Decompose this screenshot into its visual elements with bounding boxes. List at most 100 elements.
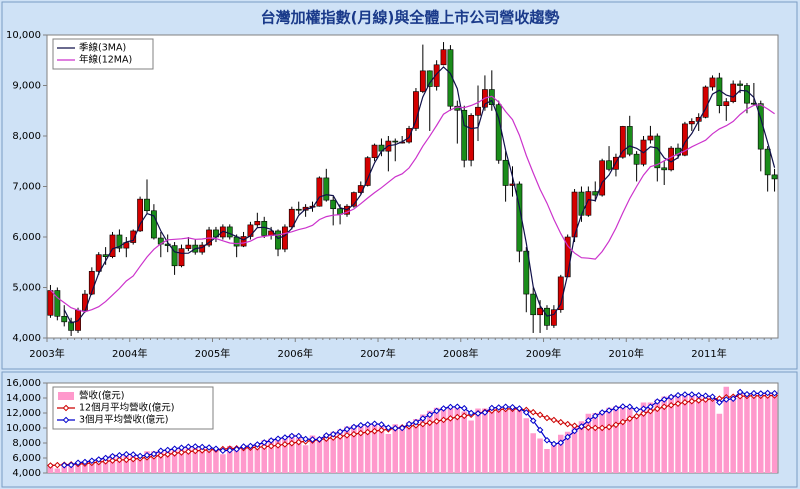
line-marker bbox=[295, 432, 303, 440]
candle-body bbox=[619, 126, 626, 158]
line-marker bbox=[309, 436, 316, 443]
line-marker bbox=[260, 439, 268, 446]
line-marker bbox=[557, 418, 565, 426]
bar bbox=[130, 455, 136, 473]
line-marker bbox=[102, 458, 109, 465]
bar bbox=[620, 405, 626, 473]
line-marker bbox=[626, 403, 634, 411]
candle-body bbox=[392, 140, 399, 143]
candle-body bbox=[723, 101, 730, 107]
candle-body bbox=[364, 157, 371, 186]
bar bbox=[54, 468, 61, 473]
y-tick-label: 8,000 bbox=[12, 131, 41, 142]
bar bbox=[240, 446, 247, 473]
line-marker bbox=[357, 429, 365, 437]
bar bbox=[675, 394, 681, 473]
line-marker bbox=[295, 438, 303, 446]
line-marker bbox=[129, 451, 137, 458]
candle-body bbox=[281, 226, 288, 250]
bar bbox=[682, 394, 688, 473]
candle-body bbox=[764, 148, 771, 176]
candle-body bbox=[433, 64, 440, 87]
line-marker bbox=[585, 424, 592, 431]
legend-label: 12個月平均營收(億元) bbox=[79, 402, 175, 414]
bar bbox=[447, 406, 454, 473]
bar bbox=[116, 455, 123, 473]
bar bbox=[102, 456, 109, 473]
x-tick-label: 2006年 bbox=[278, 347, 313, 360]
line-marker bbox=[343, 432, 351, 439]
candle-body bbox=[61, 315, 68, 323]
bar bbox=[171, 447, 178, 473]
line-marker bbox=[591, 412, 599, 420]
line-marker bbox=[405, 420, 413, 428]
y-tick-label: 6,000 bbox=[12, 453, 41, 464]
line-marker bbox=[654, 405, 661, 413]
candle-body bbox=[88, 271, 95, 295]
candle-body bbox=[771, 174, 778, 180]
candle-body bbox=[130, 230, 137, 243]
line-marker bbox=[198, 447, 206, 454]
line-marker bbox=[743, 390, 751, 398]
bar bbox=[378, 426, 385, 473]
line-marker bbox=[447, 415, 454, 422]
legend-marker bbox=[62, 416, 70, 424]
line-marker bbox=[467, 409, 475, 417]
line-marker bbox=[178, 444, 185, 452]
line-marker bbox=[495, 404, 503, 411]
line-marker bbox=[598, 409, 606, 416]
bar bbox=[226, 446, 233, 473]
bar bbox=[89, 459, 95, 473]
bar bbox=[392, 424, 399, 473]
y-tick-label: 4,000 bbox=[12, 333, 41, 344]
candle-body bbox=[419, 70, 426, 92]
line-marker bbox=[702, 392, 709, 400]
bar bbox=[158, 449, 164, 473]
line-marker bbox=[419, 415, 427, 422]
bar bbox=[247, 444, 254, 473]
line-marker bbox=[474, 410, 482, 417]
candle-body bbox=[254, 221, 261, 226]
line-marker bbox=[157, 447, 165, 455]
bar bbox=[716, 413, 723, 473]
bar bbox=[213, 450, 219, 473]
bar bbox=[495, 407, 502, 473]
line-marker bbox=[591, 424, 599, 432]
candle-body bbox=[544, 307, 550, 326]
bar bbox=[254, 443, 261, 473]
line-marker bbox=[254, 441, 261, 448]
line-marker bbox=[695, 397, 703, 404]
line-marker bbox=[426, 419, 434, 427]
candle-body bbox=[288, 208, 295, 228]
candle-body bbox=[95, 254, 102, 272]
bar bbox=[330, 431, 336, 473]
line-marker bbox=[378, 421, 385, 428]
avg-line bbox=[50, 394, 775, 467]
line-marker bbox=[722, 396, 730, 403]
line-marker bbox=[247, 442, 254, 450]
candle-body bbox=[275, 230, 281, 250]
line-marker bbox=[488, 404, 496, 412]
line-marker bbox=[364, 428, 371, 436]
line-marker bbox=[640, 405, 647, 413]
bar bbox=[289, 434, 295, 473]
bar bbox=[558, 434, 564, 473]
line-marker bbox=[274, 435, 282, 443]
bar bbox=[282, 436, 288, 473]
bar bbox=[406, 422, 412, 473]
legend-label: 季線(3MA) bbox=[79, 42, 126, 54]
line-marker bbox=[578, 423, 585, 430]
line-marker bbox=[260, 443, 268, 451]
line-marker bbox=[550, 440, 558, 448]
bar bbox=[461, 411, 467, 473]
bar bbox=[344, 426, 350, 473]
bar bbox=[654, 399, 661, 473]
candle-body bbox=[116, 234, 123, 249]
x-tick-label: 2007年 bbox=[360, 347, 395, 360]
bar bbox=[668, 395, 674, 473]
line-marker bbox=[674, 391, 682, 399]
candle-body bbox=[406, 128, 412, 143]
candle-body bbox=[647, 135, 654, 141]
line-marker bbox=[129, 455, 137, 463]
bar bbox=[585, 413, 592, 473]
